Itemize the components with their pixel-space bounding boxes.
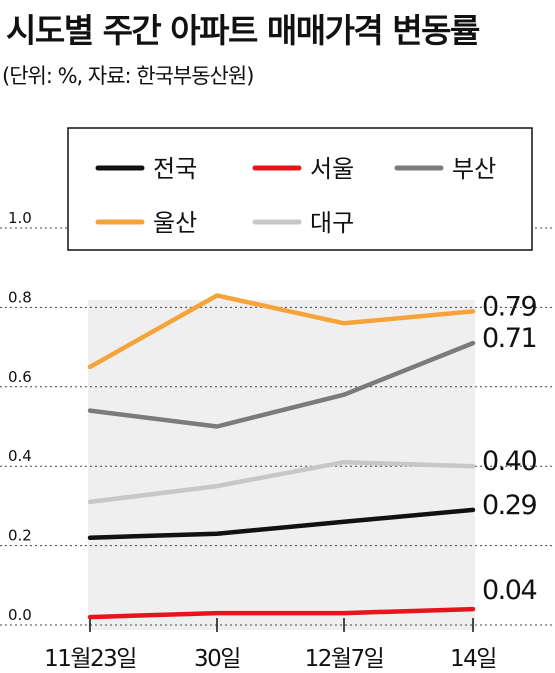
end-label-울산: 0.79	[482, 291, 536, 322]
series-line-부산	[87, 340, 476, 429]
series-lines	[87, 293, 476, 620]
end-value-labels: 0.29 0.04 0.710.79 0.40	[482, 291, 538, 606]
chart-subtitle: (단위: %, 자료: 한국부동산원)	[2, 64, 254, 88]
series-line-전국	[87, 507, 476, 540]
series-line-대구	[87, 459, 476, 505]
data-point	[216, 533, 218, 535]
data-point	[343, 322, 345, 324]
legend-label: 대구	[310, 209, 354, 237]
legend-box	[67, 127, 533, 251]
data-point	[89, 366, 91, 368]
legend-label: 서울	[310, 155, 354, 183]
end-label-대구: 0.40	[482, 446, 536, 477]
end-label-전국: 0.29	[482, 490, 536, 521]
y-tick-label: 0.4	[8, 447, 32, 465]
data-point	[343, 394, 345, 396]
y-tick-label: 1.0	[8, 209, 32, 227]
data-point	[216, 612, 218, 614]
y-axis-ticks: 0.0 0.2 0.4 0.6 0.8 1.0	[8, 209, 32, 624]
chart-title: 시도별 주간 아파트 매매가격 변동률	[6, 11, 480, 50]
data-point	[343, 521, 345, 523]
x-tick-label: 12월7일	[305, 646, 384, 672]
x-tick-label: 30일	[194, 646, 240, 672]
data-point	[89, 410, 91, 412]
x-axis-labels: 11월23일 30일 12월7일 14일	[44, 646, 497, 672]
data-point	[216, 295, 218, 296]
data-point	[472, 310, 474, 312]
end-label-부산: 0.71	[482, 323, 536, 354]
data-point	[472, 608, 474, 610]
series-line-서울	[87, 606, 476, 620]
series-line-울산	[87, 293, 476, 370]
data-point	[472, 342, 474, 344]
legend-label: 전국	[153, 155, 197, 183]
data-point	[89, 537, 91, 539]
y-tick-label: 0.0	[8, 606, 32, 624]
legend-label: 부산	[452, 155, 496, 183]
x-axis-tick-marks	[89, 618, 474, 632]
data-point	[343, 612, 345, 614]
end-label-서울: 0.04	[482, 575, 536, 606]
data-point	[472, 509, 474, 511]
data-point	[89, 501, 91, 503]
y-tick-label: 0.8	[8, 288, 32, 306]
x-tick-label: 11월23일	[44, 646, 136, 672]
data-point	[343, 461, 345, 463]
data-point	[89, 616, 91, 618]
y-tick-label: 0.2	[8, 527, 32, 545]
legend-label: 울산	[153, 209, 197, 237]
data-point	[216, 426, 218, 427]
x-tick-label: 14일	[450, 646, 496, 672]
data-point	[472, 465, 474, 467]
y-tick-label: 0.6	[8, 368, 32, 386]
data-point	[216, 485, 218, 487]
